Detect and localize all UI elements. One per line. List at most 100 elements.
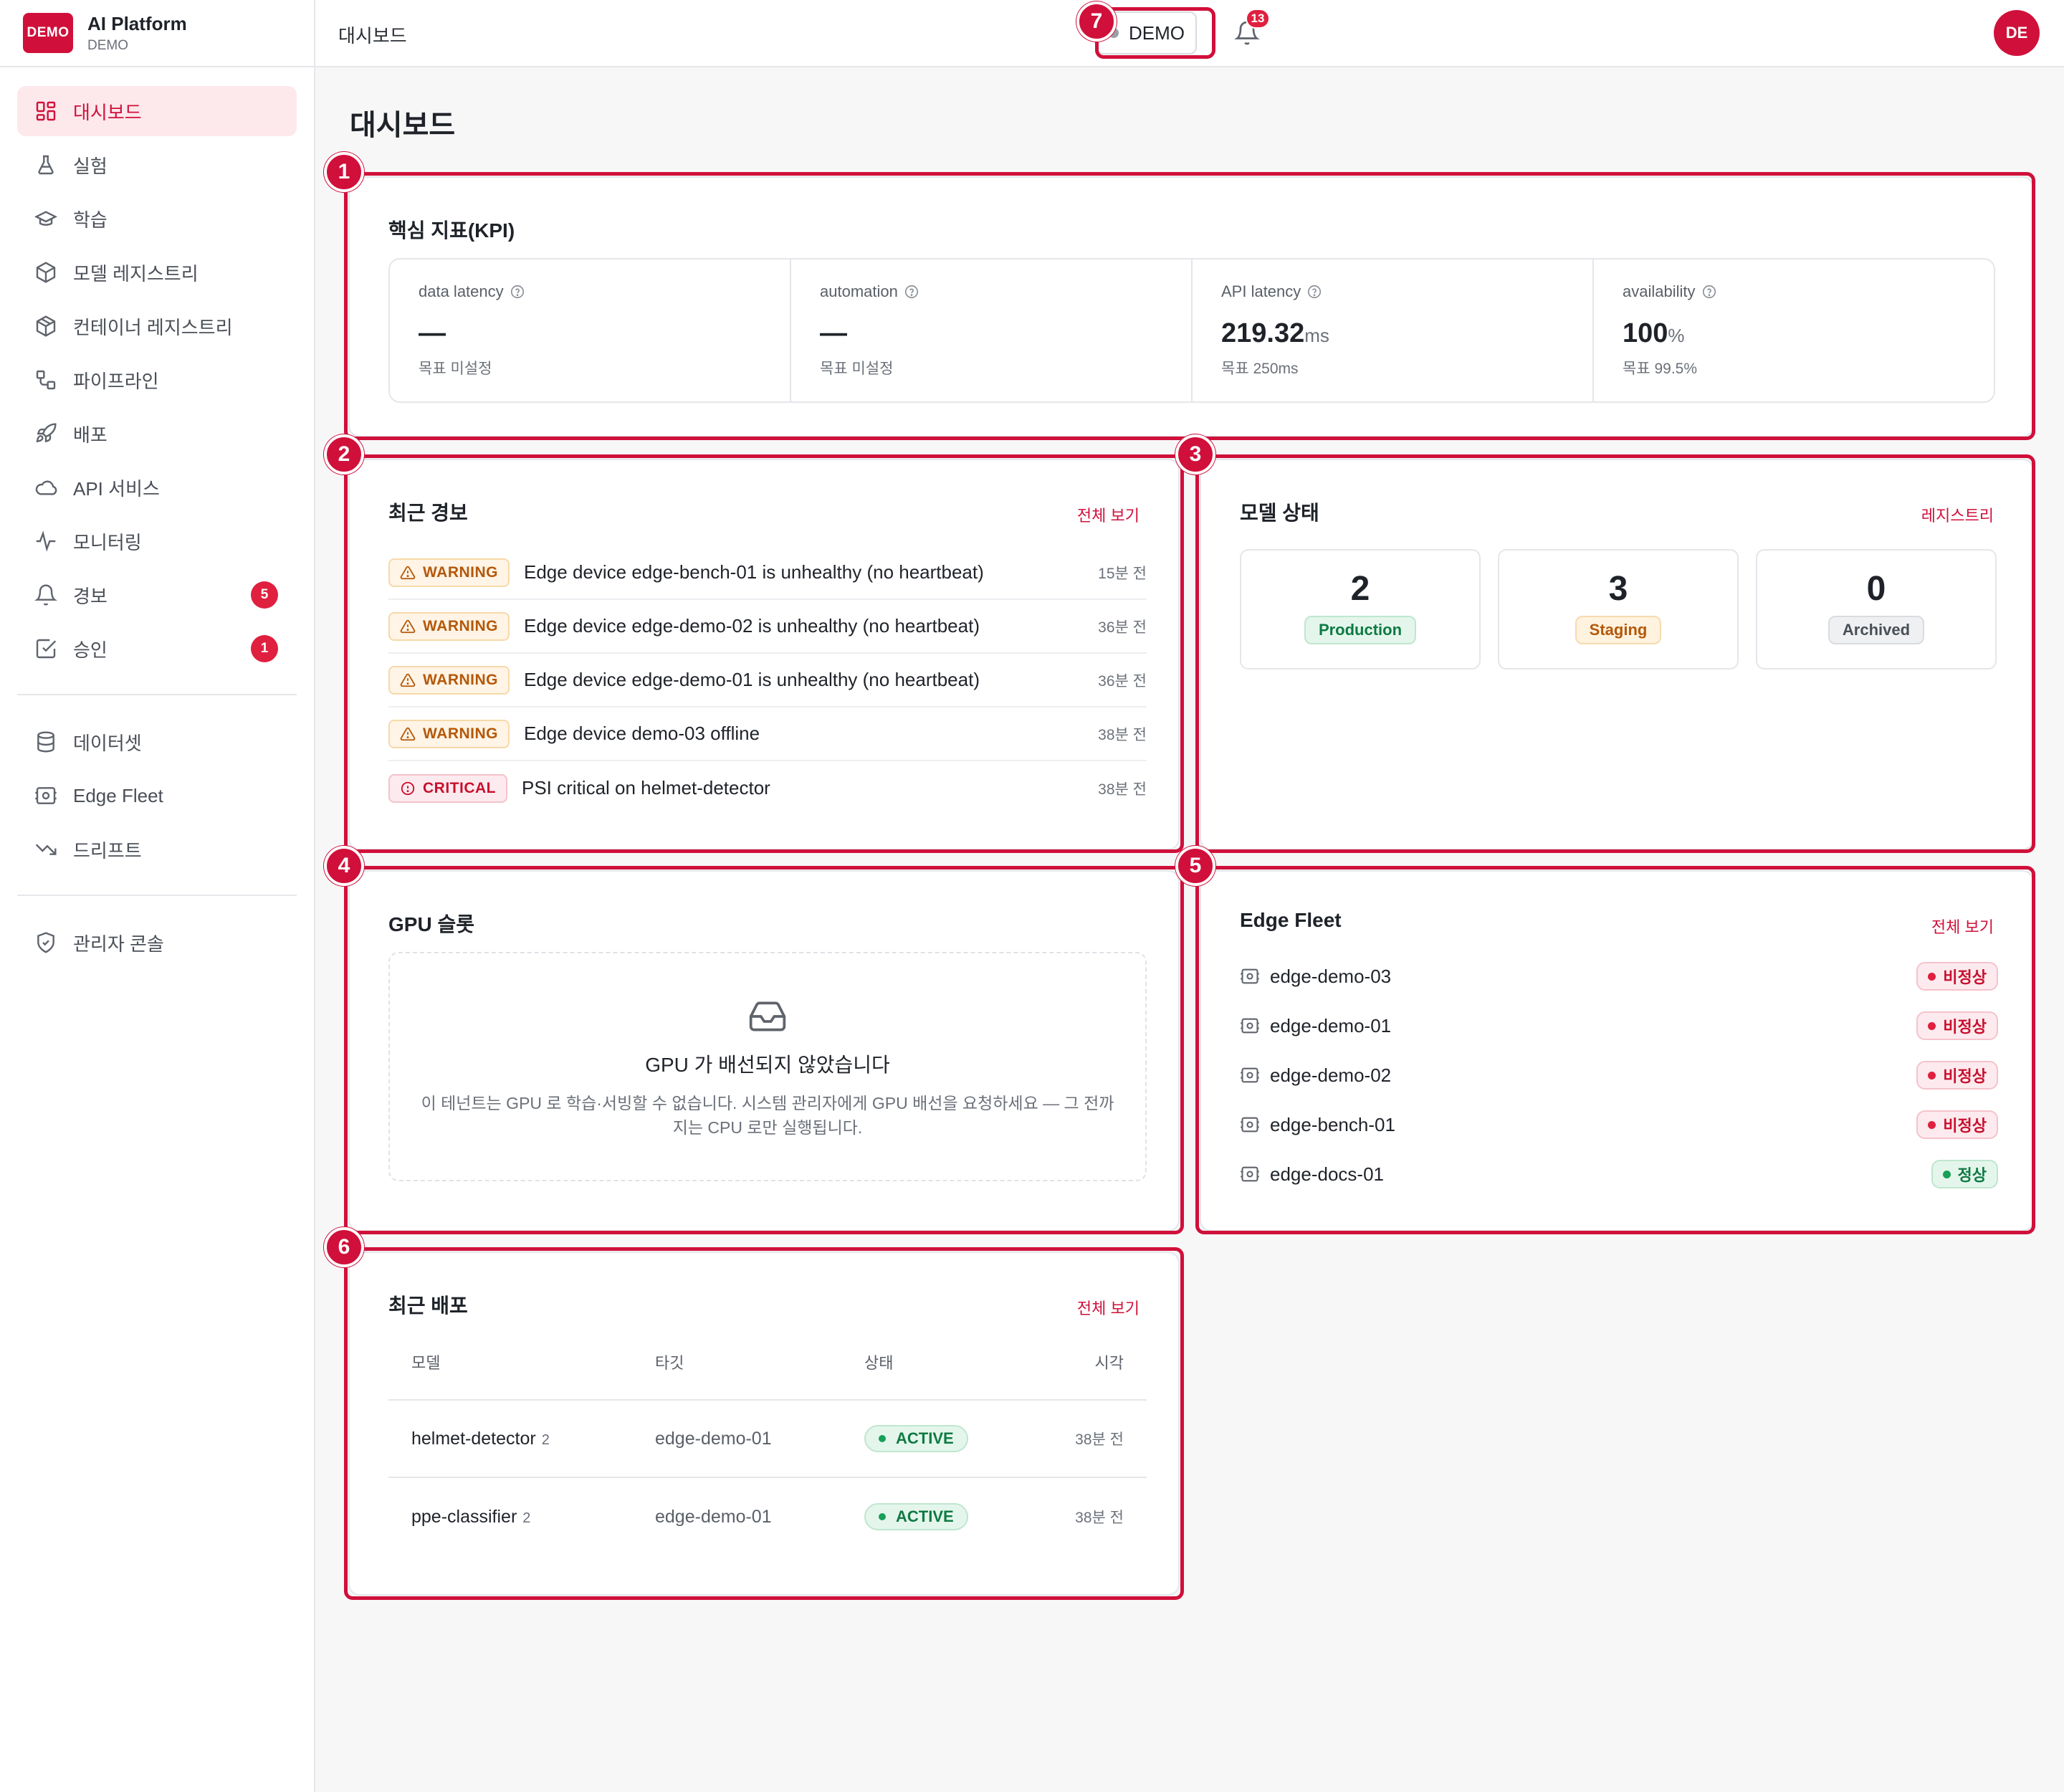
brand-logo: DEMO <box>23 13 73 53</box>
sidebar-item-label: 관리자 콘솔 <box>73 933 164 955</box>
model-count-archived[interactable]: 0 Archived <box>1756 549 1997 669</box>
sidebar-item-label: 컨테이너 레지스트리 <box>73 316 233 338</box>
device-icon <box>1241 1018 1259 1034</box>
kpi-target: 목표 250ms <box>1221 361 1299 377</box>
sidebar-item-label: 모니터링 <box>73 531 142 553</box>
status-dot <box>1928 972 1936 981</box>
nav-divider <box>17 895 297 896</box>
model-name: ppe-classifier <box>411 1506 517 1527</box>
fleet-view-all-link[interactable]: 전체 보기 <box>1931 918 1994 936</box>
alerts-card-title: 최근 경보 <box>388 502 468 524</box>
marker-6: 6 <box>324 1227 364 1267</box>
sidebar-item-deploy[interactable]: 배포 <box>17 409 297 459</box>
sidebar-item-label: 학습 <box>73 209 108 231</box>
nav-divider <box>17 694 297 695</box>
sidebar-item-approvals[interactable]: 승인 1 <box>17 624 297 674</box>
severity-badge: WARNING <box>388 558 510 587</box>
table-row[interactable]: helmet-detector 2 edge-demo-01 ACTIVE 38분… <box>388 1401 1147 1478</box>
model-count: 3 <box>1608 570 1628 608</box>
recent-deployments-card: 최근 배포 전체 보기 모델 타깃 상태 시각 helmet-detector 2… <box>348 1252 1180 1596</box>
topbar: 대시보드 DEMO 13 DE <box>315 0 2064 67</box>
sidebar-item-alerts[interactable]: 경보 5 <box>17 570 297 620</box>
kpi-availability: availability 100% 목표 99.5% <box>1594 259 1994 401</box>
model-count-production[interactable]: 2 Production <box>1240 549 1481 669</box>
alert-row[interactable]: WARNING Edge device edge-demo-02 is unhe… <box>388 600 1147 654</box>
column-header-target: 타깃 <box>655 1354 684 1372</box>
kpi-unit: ms <box>1304 325 1329 346</box>
kpi-card: 핵심 지표(KPI) data latency — 목표 미설정 automat… <box>348 176 2034 437</box>
model-count-staging[interactable]: 3 Staging <box>1498 549 1739 669</box>
sidebar-item-monitoring[interactable]: 모니터링 <box>17 516 297 566</box>
kpi-value: — <box>820 318 847 348</box>
recent-alerts-card: 최근 경보 전체 보기 WARNING Edge device edge-ben… <box>348 459 1180 850</box>
device-name: edge-demo-02 <box>1270 1064 1392 1086</box>
sidebar-item-api-service[interactable]: API 서비스 <box>17 462 297 513</box>
help-icon[interactable] <box>1701 284 1717 300</box>
kpi-grid: data latency — 목표 미설정 automation — 목표 미설… <box>388 258 1995 403</box>
sidebar-item-container-registry[interactable]: 컨테이너 레지스트리 <box>17 301 297 351</box>
brand[interactable]: DEMO AI Platform DEMO <box>0 0 314 67</box>
alert-row[interactable]: CRITICAL PSI critical on helmet-detector… <box>388 761 1147 815</box>
sidebar-item-datasets[interactable]: 데이터셋 <box>17 717 297 767</box>
sidebar-item-training[interactable]: 학습 <box>17 194 297 244</box>
alert-message: Edge device edge-demo-02 is unhealthy (n… <box>524 615 980 637</box>
severity-label: CRITICAL <box>423 779 496 796</box>
rocket-icon <box>36 423 57 443</box>
kpi-card-title: 핵심 지표(KPI) <box>388 219 515 242</box>
device-name: edge-docs-01 <box>1270 1163 1384 1185</box>
sidebar-item-model-registry[interactable]: 모델 레지스트리 <box>17 247 297 297</box>
stage-badge: Archived <box>1828 616 1925 644</box>
flask-icon <box>38 155 54 175</box>
model-count: 2 <box>1350 570 1370 608</box>
check-square-icon <box>36 639 57 659</box>
kpi-target: 목표 미설정 <box>820 361 894 377</box>
severity-label: WARNING <box>423 617 498 634</box>
kpi-label: availability <box>1623 282 1696 300</box>
sidebar-item-drift[interactable]: 드리프트 <box>17 824 297 874</box>
deploy-target: edge-demo-01 <box>655 1506 772 1527</box>
alert-message: Edge device edge-bench-01 is unhealthy (… <box>524 561 984 583</box>
help-icon[interactable] <box>904 284 919 300</box>
registry-link[interactable]: 레지스트리 <box>1921 507 1994 525</box>
kpi-value: — <box>419 318 446 348</box>
status-label: ACTIVE <box>896 1507 954 1525</box>
fleet-row[interactable]: edge-docs-01 정상 <box>1240 1154 1998 1194</box>
marker-2: 2 <box>324 434 364 475</box>
sidebar-item-dashboard[interactable]: 대시보드 <box>17 86 297 136</box>
sidebar-item-admin-console[interactable]: 관리자 콘솔 <box>17 918 297 968</box>
status-label: 비정상 <box>1943 968 1987 986</box>
severity-badge: WARNING <box>388 719 510 748</box>
deployments-view-all-link[interactable]: 전체 보기 <box>1076 1300 1140 1317</box>
status-label: 비정상 <box>1943 1018 1987 1036</box>
alert-row[interactable]: WARNING Edge device edge-bench-01 is unh… <box>388 546 1147 600</box>
sidebar-item-label: 배포 <box>73 424 108 446</box>
fleet-row[interactable]: edge-demo-01 비정상 <box>1240 1006 1998 1046</box>
warning-triangle-icon <box>400 727 416 740</box>
help-icon[interactable] <box>1306 284 1322 300</box>
table-row[interactable]: ppe-classifier 2 edge-demo-01 ACTIVE 38분 … <box>388 1478 1147 1555</box>
fleet-row[interactable]: edge-bench-01 비정상 <box>1240 1105 1998 1145</box>
model-version: 2 <box>522 1510 531 1526</box>
device-name: edge-demo-01 <box>1270 1014 1392 1036</box>
fleet-row[interactable]: edge-demo-02 비정상 <box>1240 1055 1998 1095</box>
alert-row[interactable]: WARNING Edge device edge-demo-01 is unhe… <box>388 654 1147 707</box>
kpi-label: automation <box>820 282 898 300</box>
fleet-row[interactable]: edge-demo-03 비정상 <box>1240 956 1998 996</box>
sidebar-item-experiments[interactable]: 실험 <box>17 140 297 190</box>
kpi-api-latency: API latency 219.32ms 목표 250ms <box>1193 259 1594 401</box>
help-icon[interactable] <box>510 284 525 300</box>
gpu-empty-description: 이 테넌트는 GPU 로 학습·서빙할 수 없습니다. 시스템 관리자에게 GP… <box>421 1094 1114 1137</box>
pulse-icon <box>36 530 56 552</box>
alerts-view-all-link[interactable]: 전체 보기 <box>1076 507 1140 525</box>
sidebar-item-edge-fleet[interactable]: Edge Fleet <box>17 771 297 821</box>
alert-row[interactable]: WARNING Edge device demo-03 offline 38분 … <box>388 707 1147 761</box>
warning-triangle-icon <box>400 566 416 579</box>
notifications-bell-icon[interactable] <box>1234 20 1260 46</box>
kpi-data-latency: data latency — 목표 미설정 <box>390 259 791 401</box>
sidebar-item-label: 모델 레지스트리 <box>73 262 199 285</box>
warning-triangle-icon <box>400 673 416 687</box>
user-avatar[interactable]: DE <box>1994 10 2040 56</box>
sidebar-item-label: Edge Fleet <box>73 784 163 806</box>
sidebar-item-pipeline[interactable]: 파이프라인 <box>17 355 297 405</box>
status-badge: ACTIVE <box>864 1503 968 1530</box>
